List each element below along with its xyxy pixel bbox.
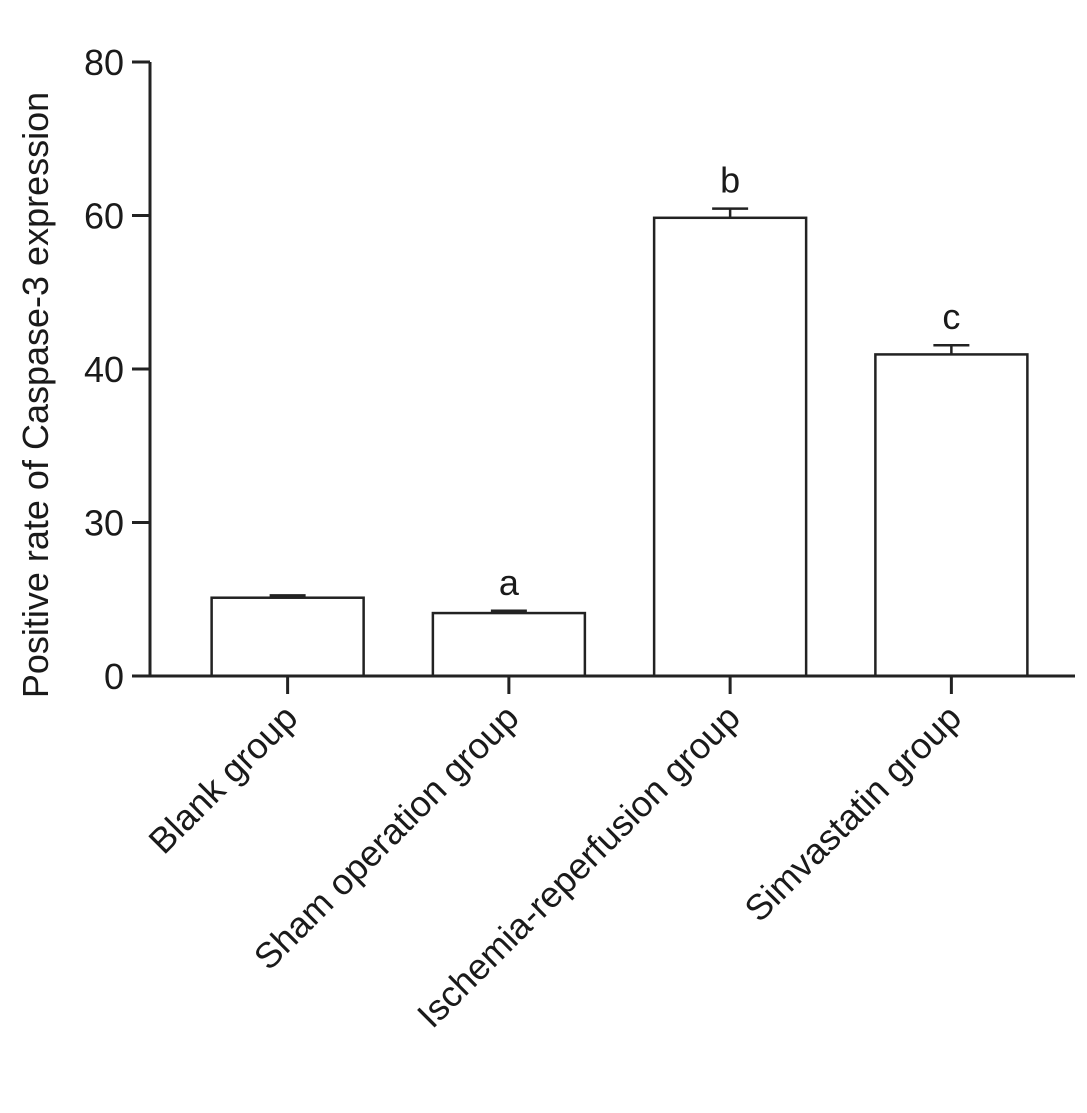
bar — [210, 596, 365, 678]
bar — [652, 216, 808, 678]
bar — [431, 611, 587, 678]
x-tick-label: Simvastatin group — [736, 697, 969, 930]
significance-label: c — [942, 296, 960, 337]
bars: a b c — [210, 160, 1029, 678]
significance-label: b — [720, 160, 740, 201]
y-tick-label: 60 — [84, 196, 124, 237]
y-tick-label: 0 — [104, 656, 124, 697]
y-axis-ticks: 0 30 40 60 80 — [84, 42, 150, 697]
y-tick-label: 80 — [84, 42, 124, 83]
bar — [874, 353, 1029, 678]
y-tick-label: 40 — [84, 349, 124, 390]
x-tick-label: Blank group — [140, 697, 305, 862]
y-tick-label: 30 — [84, 503, 124, 544]
y-axis-title: Positive rate of Caspase-3 expression — [15, 92, 56, 698]
significance-label: a — [499, 562, 520, 603]
